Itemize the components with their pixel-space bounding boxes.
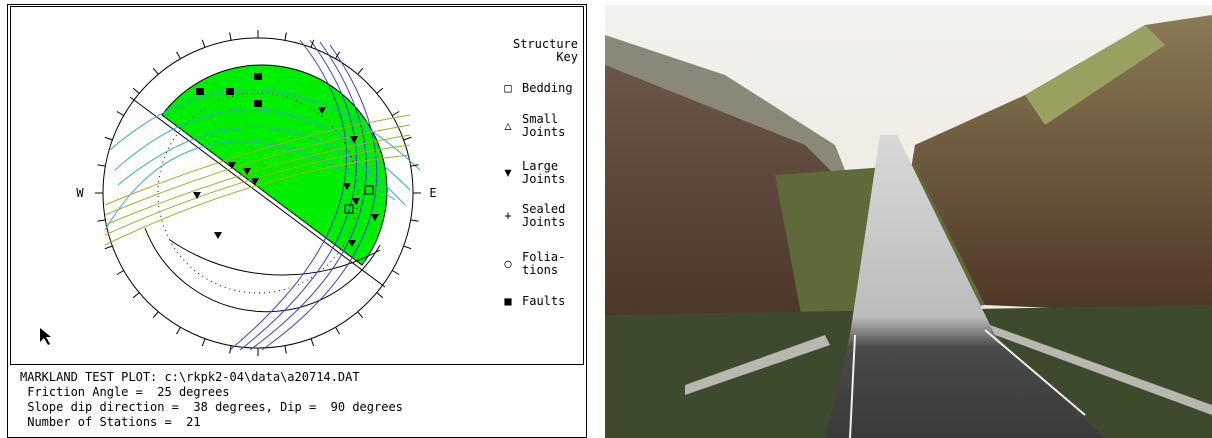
legend-label: Joints [522, 125, 565, 139]
tick [391, 270, 400, 275]
tick [97, 164, 106, 167]
tick [229, 345, 232, 354]
tick [310, 39, 315, 48]
tick [403, 136, 412, 141]
info-line: MARKLAND TEST PLOT: c:\rkpk2-04\data\a20… [20, 370, 360, 384]
legend-title: Key [556, 50, 578, 64]
tick [201, 39, 206, 48]
tick [391, 111, 400, 116]
legend-label: tions [522, 263, 558, 277]
legend-title: Structure [513, 37, 578, 51]
tick [335, 326, 340, 335]
info-line: Friction Angle = 25 degrees [20, 385, 230, 399]
tick [410, 219, 419, 222]
tick [104, 136, 113, 141]
great-circles-cyan [104, 89, 421, 231]
info-line: Number of Stations = 21 [20, 415, 201, 429]
friction-circle [157, 92, 359, 294]
mouse-cursor [40, 328, 51, 345]
tick [201, 338, 206, 347]
tick [376, 292, 384, 299]
legend-symbol: ■ [504, 294, 512, 308]
tick [403, 245, 412, 250]
legend-label: Joints [522, 172, 565, 186]
tick [152, 67, 159, 75]
info-line: Slope dip direction = 38 degrees, Dip = … [20, 400, 403, 414]
legend-label: Sealed [522, 202, 565, 216]
west-label: W [76, 186, 84, 200]
tick [176, 326, 181, 335]
legend-label: Faults [522, 294, 565, 308]
legend-label: Large [522, 159, 558, 173]
tick [116, 111, 125, 116]
legend-label: Small [522, 112, 558, 126]
legend-symbol: + [504, 209, 511, 223]
legend-label: Joints [522, 215, 565, 229]
tick [229, 32, 232, 41]
tick [284, 345, 287, 354]
tick [284, 32, 287, 41]
legend-symbol: □ [504, 81, 511, 95]
legend-symbol: ▼ [504, 166, 512, 180]
tick [376, 87, 384, 94]
east-label: E [429, 186, 436, 200]
tick [132, 87, 140, 94]
pole-markers [193, 73, 379, 247]
great-circles-blue [229, 39, 378, 351]
tick [104, 245, 113, 250]
great-circles-olive [104, 114, 411, 246]
bedding-markers [344, 185, 374, 214]
tick [132, 292, 140, 299]
tick [116, 270, 125, 275]
envelope-arc [144, 227, 381, 313]
slope-line [129, 96, 386, 288]
info-text: MARKLAND TEST PLOT: c:\rkpk2-04\data\a20… [20, 370, 403, 430]
legend-label: Folia- [522, 250, 565, 264]
legend-symbol: △ [504, 119, 512, 133]
tick [410, 164, 419, 167]
legend-label: Bedding [522, 81, 573, 95]
ticks [95, 30, 421, 356]
tick [97, 219, 106, 222]
legend-symbol: ○ [504, 257, 511, 271]
tick [176, 51, 181, 60]
tick [335, 51, 340, 60]
tick [357, 311, 364, 319]
tick [310, 338, 315, 347]
tick [152, 311, 159, 319]
tick [357, 67, 364, 75]
road-photo [605, 5, 1212, 438]
